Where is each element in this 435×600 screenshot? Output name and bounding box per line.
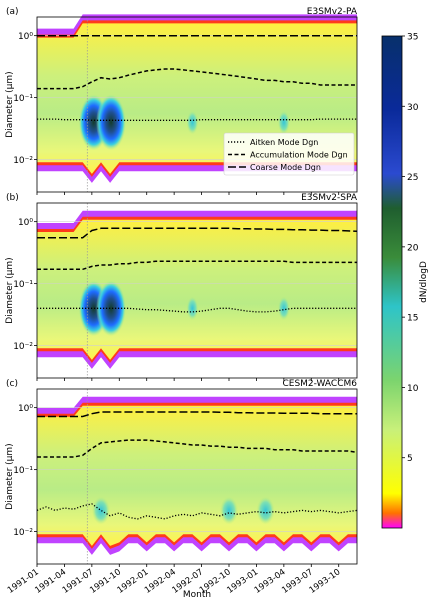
panel-tag: (a) xyxy=(6,7,19,17)
density-local-1 xyxy=(186,296,199,321)
y-tick-label: 10⁻¹ xyxy=(13,466,33,476)
y-tick-label: 10⁰ xyxy=(18,404,33,414)
panel-2: 10⁰ 10⁻¹ 10⁻² Diameter (μm) (b) E3SMv2-SPA xyxy=(5,193,358,379)
panel-3: 10⁰ 10⁻¹ 10⁻² Diameter (μm) (c) CESM2-WACCM6 xyxy=(5,379,358,565)
colorbar-tick-label: 10 xyxy=(407,384,419,394)
colorbar-gradient xyxy=(381,35,403,529)
density-maximum-2 xyxy=(96,280,127,337)
density-local-2 xyxy=(220,496,238,525)
y-tick-label: 10⁻² xyxy=(13,156,33,166)
coarse-mode-line xyxy=(37,411,357,418)
x-axis-label: Month xyxy=(183,590,211,600)
colorbar-tick-label: 35 xyxy=(407,33,418,43)
density-local-1 xyxy=(92,496,110,525)
colorbar-tick-label: 30 xyxy=(407,103,419,113)
accumulation-mode-line xyxy=(37,68,357,90)
colorbar-label: dN/dlogD xyxy=(419,261,429,303)
y-axis-label: Diameter (μm) xyxy=(5,71,15,137)
legend: Aitken Mode Dgn Accumulation Mode Dgn Coar… xyxy=(223,132,355,176)
panel-1: 10⁰ 10⁻¹ 10⁻² Diameter (μm) (a) E3SMv2-PA Aitk… xyxy=(5,7,358,193)
legend-label: Accumulation Mode Dgn xyxy=(250,151,348,160)
panel-frame xyxy=(36,16,358,193)
y-tick-label: 10⁻¹ xyxy=(13,280,33,290)
accumulation-mode-line xyxy=(37,260,357,271)
y-axis-label: Diameter (μm) xyxy=(5,257,15,323)
density-local-2 xyxy=(277,296,290,321)
y-tick-label: 10⁻¹ xyxy=(13,94,33,104)
density-maximum-2 xyxy=(96,94,127,151)
aitken-mode-line xyxy=(37,307,357,313)
distribution-field xyxy=(37,405,357,546)
density-local-2 xyxy=(277,110,290,135)
density-local-1 xyxy=(186,110,199,135)
panel-model-name: CESM2-WACCM6 xyxy=(282,379,357,389)
y-tick-label: 10⁻² xyxy=(13,528,33,538)
panel-model-name: E3SMv2-SPA xyxy=(301,193,358,203)
legend-label: Aitken Mode Dgn xyxy=(250,138,318,147)
y-tick-label: 10⁰ xyxy=(18,32,33,42)
panel-frame xyxy=(36,388,358,565)
colorbar-tick-label: 5 xyxy=(407,454,413,464)
coarse-mode-line xyxy=(37,227,358,239)
colorbar-tick-label: 15 xyxy=(407,314,418,324)
panel-tag: (c) xyxy=(6,379,18,389)
legend-box xyxy=(223,132,355,176)
y-axis-label: Diameter (μm) xyxy=(5,443,15,509)
x-tick-label: 1993-10 xyxy=(308,567,343,596)
density-local-3 xyxy=(256,496,275,525)
colorbar-tick-label: 25 xyxy=(407,173,418,183)
panel-model-name: E3SMv2-PA xyxy=(307,7,358,17)
panel-tag: (b) xyxy=(6,193,19,203)
colorbar-tick-label: 20 xyxy=(407,243,419,253)
legend-label: Coarse Mode Dgn xyxy=(250,163,321,172)
y-tick-label: 10⁻² xyxy=(13,342,33,352)
aitken-mode-line xyxy=(37,118,357,121)
y-tick-label: 10⁰ xyxy=(18,218,33,228)
accumulation-mode-line xyxy=(37,439,358,458)
panel-frame xyxy=(36,202,358,379)
